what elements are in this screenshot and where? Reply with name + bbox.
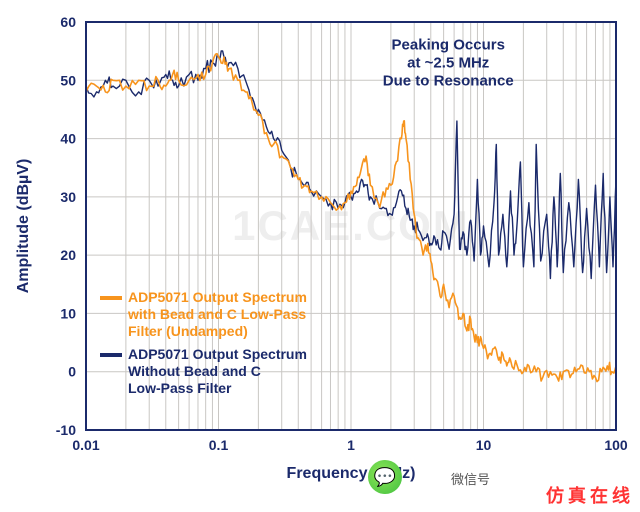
svg-text:20: 20 [60, 247, 76, 263]
svg-text:with Bead and C Low-Pass: with Bead and C Low-Pass [127, 306, 306, 322]
wechat-label: 微信号 [451, 469, 490, 488]
svg-text:100: 100 [604, 437, 628, 453]
svg-text:at ~2.5 MHz: at ~2.5 MHz [407, 54, 489, 71]
svg-text:10: 10 [60, 305, 76, 321]
svg-text:60: 60 [60, 14, 76, 30]
svg-text:1: 1 [347, 437, 355, 453]
svg-text:ADP5071 Output Spectrum: ADP5071 Output Spectrum [128, 346, 307, 362]
chart-svg: 1CAE.COM0.010.1110100-100102030405060Fre… [0, 0, 640, 512]
svg-text:0: 0 [68, 364, 76, 380]
svg-text:50: 50 [60, 72, 76, 88]
svg-text:30: 30 [60, 189, 76, 205]
svg-text:ADP5071 Output Spectrum: ADP5071 Output Spectrum [128, 289, 307, 305]
svg-text:0.01: 0.01 [72, 437, 99, 453]
wechat-icon: 💬 [368, 460, 402, 494]
svg-text:Amplitude (dBµV): Amplitude (dBµV) [15, 159, 32, 294]
svg-text:Low-Pass Filter: Low-Pass Filter [128, 380, 232, 396]
svg-text:0.1: 0.1 [209, 437, 229, 453]
svg-text:-10: -10 [56, 422, 76, 438]
svg-text:10: 10 [476, 437, 492, 453]
svg-text:Filter (Undamped): Filter (Undamped) [128, 323, 248, 339]
svg-text:Without Bead and C: Without Bead and C [128, 363, 261, 379]
svg-text:40: 40 [60, 131, 76, 147]
svg-text:Peaking Occurs: Peaking Occurs [392, 36, 505, 53]
svg-text:Due to Resonance: Due to Resonance [383, 72, 514, 89]
credit-label: 仿真在线 [546, 482, 634, 508]
chart-container: 1CAE.COM0.010.1110100-100102030405060Fre… [0, 0, 640, 512]
